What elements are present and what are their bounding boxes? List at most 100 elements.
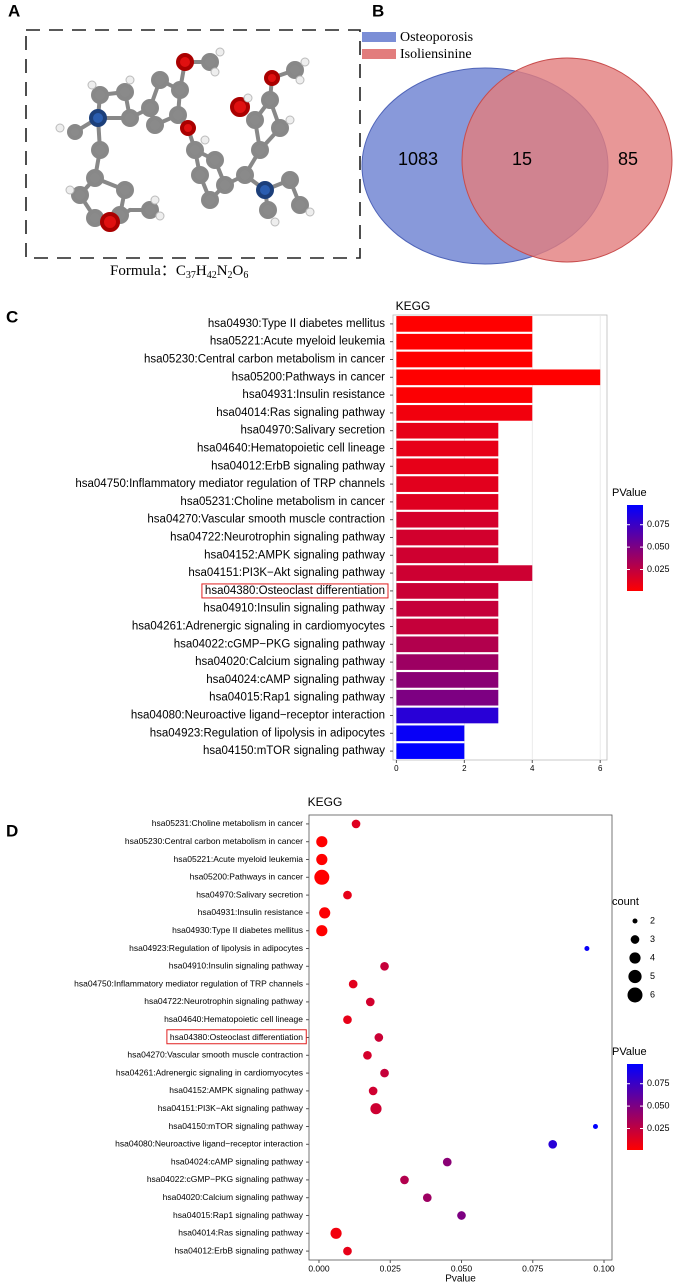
y-tick-label: hsa04151:PI3K−Akt signaling pathway bbox=[188, 567, 385, 579]
colorbar bbox=[627, 505, 643, 591]
panel-label: D bbox=[6, 821, 18, 840]
y-tick-label: hsa04750:Inflammatory mediator regulatio… bbox=[74, 978, 303, 988]
y-tick-label: hsa04080:Neuroactive ligand−receptor int… bbox=[131, 710, 385, 722]
y-tick-label: hsa04151:PI3K−Akt signaling pathway bbox=[158, 1103, 304, 1113]
y-tick-label: hsa05200:Pathways in cancer bbox=[190, 872, 304, 882]
dot bbox=[374, 1033, 384, 1042]
bar bbox=[396, 387, 533, 403]
legend-dot bbox=[628, 969, 642, 984]
legend-label: 2 bbox=[650, 915, 655, 925]
x-tick-label: 6 bbox=[598, 764, 603, 773]
legend-dot bbox=[629, 952, 641, 964]
dot bbox=[319, 907, 331, 919]
legend-title: PValue bbox=[612, 487, 647, 499]
dot bbox=[351, 819, 361, 829]
highlight-box bbox=[166, 1029, 307, 1045]
panel-label: B bbox=[372, 1, 384, 20]
y-tick-label: hsa04014:Ras signaling pathway bbox=[178, 1228, 304, 1238]
plot-panel bbox=[308, 814, 613, 1261]
dot bbox=[380, 1068, 389, 1078]
venn-count: 15 bbox=[512, 149, 532, 169]
chart-title: KEGG bbox=[396, 299, 431, 313]
colorbar bbox=[627, 1064, 643, 1150]
y-tick-label: hsa04380:Osteoclast differentiation bbox=[205, 585, 385, 597]
bar bbox=[396, 636, 499, 653]
dot bbox=[365, 997, 375, 1007]
bar bbox=[396, 422, 499, 439]
legend-title: count bbox=[612, 896, 639, 908]
chart-title: KEGG bbox=[308, 795, 343, 809]
bar bbox=[396, 672, 499, 688]
legend-label: Isoliensinine bbox=[400, 47, 472, 62]
y-tick-label: hsa04152:AMPK signaling pathway bbox=[169, 1085, 303, 1095]
x-tick-label: 0.000 bbox=[308, 1263, 330, 1273]
y-tick-label: hsa04931:Insulin resistance bbox=[198, 907, 304, 917]
dot bbox=[343, 890, 352, 900]
x-tick-label: 0 bbox=[394, 764, 399, 773]
legend-label: 5 bbox=[650, 971, 655, 981]
y-tick-label: hsa04014:Ras signaling pathway bbox=[216, 407, 385, 419]
bar bbox=[396, 547, 499, 564]
colorbar-tick-label: 0.025 bbox=[647, 1123, 670, 1133]
y-tick-label: hsa04930:Type II diabetes mellitus bbox=[208, 318, 385, 330]
x-tick-label: 4 bbox=[530, 764, 535, 773]
venn-set bbox=[461, 57, 673, 263]
element-count: 37 bbox=[186, 270, 196, 281]
y-tick-label: hsa05230:Central carbon metabolism in ca… bbox=[144, 354, 385, 366]
y-tick-label: hsa04150:mTOR signaling pathway bbox=[168, 1121, 303, 1131]
venn-count: 1083 bbox=[398, 149, 438, 169]
y-tick-label: hsa04261:Adrenergic signaling in cardiom… bbox=[132, 621, 385, 633]
y-tick-label: hsa04930:Type II diabetes mellitus bbox=[172, 925, 303, 935]
highlight-box bbox=[201, 583, 389, 599]
y-tick-label: hsa04923:Regulation of lipolysis in adip… bbox=[129, 943, 303, 953]
x-tick-label: 0.100 bbox=[593, 1263, 615, 1273]
y-tick-label: hsa04750:Inflammatory mediator regulatio… bbox=[75, 478, 385, 490]
y-tick-label: hsa04080:Neuroactive ligand−receptor int… bbox=[115, 1139, 303, 1149]
dot bbox=[343, 1246, 352, 1256]
bar bbox=[396, 743, 465, 759]
venn-count: 85 bbox=[618, 149, 638, 169]
colorbar-tick-label: 0.050 bbox=[647, 541, 670, 551]
element-symbol: C bbox=[176, 263, 186, 279]
element-symbol: N bbox=[217, 263, 228, 279]
bar bbox=[396, 405, 533, 421]
formula: Formula：C37H42N2O6 bbox=[110, 263, 248, 281]
bar bbox=[396, 583, 499, 599]
dot bbox=[348, 979, 358, 989]
dot bbox=[442, 1157, 452, 1167]
bar bbox=[396, 333, 533, 350]
bar bbox=[396, 476, 499, 492]
y-tick-label: hsa04931:Insulin resistance bbox=[242, 389, 385, 401]
panel-label: A bbox=[8, 1, 20, 20]
colorbar-tick-label: 0.075 bbox=[647, 1078, 670, 1088]
bar bbox=[396, 529, 499, 546]
bar bbox=[396, 440, 499, 457]
y-tick-label: hsa04923:Regulation of lipolysis in adip… bbox=[150, 727, 386, 739]
legend-title: PValue bbox=[612, 1046, 647, 1058]
dot bbox=[380, 961, 389, 971]
x-tick-label: 0.050 bbox=[451, 1263, 473, 1273]
formula-label: Formula： bbox=[110, 263, 176, 279]
bar bbox=[396, 654, 499, 670]
y-tick-label: hsa05221:Acute myeloid leukemia bbox=[174, 854, 304, 864]
y-tick-label: hsa04722:Neurotrophin signaling pathway bbox=[170, 532, 385, 544]
y-tick-label: hsa04015:Rap1 signaling pathway bbox=[173, 1210, 304, 1220]
y-tick-label: hsa04261:Adrenergic signaling in cardiom… bbox=[116, 1067, 303, 1077]
legend-label: 6 bbox=[650, 989, 655, 999]
legend-label: 4 bbox=[650, 952, 655, 962]
bar bbox=[396, 618, 499, 635]
y-tick-label: hsa04150:mTOR signaling pathway bbox=[203, 745, 385, 757]
y-tick-label: hsa04022:cGMP−PKG signaling pathway bbox=[174, 638, 386, 650]
dot bbox=[343, 1015, 352, 1025]
dot bbox=[370, 1103, 382, 1115]
bar bbox=[396, 369, 601, 386]
y-tick-label: hsa04024:cAMP signaling pathway bbox=[171, 1156, 304, 1166]
y-tick-label: hsa04640:Hematopoietic cell lineage bbox=[197, 443, 385, 455]
x-tick-label: 2 bbox=[462, 764, 467, 773]
y-tick-label: hsa05231:Choline metabolism in cancer bbox=[152, 818, 303, 828]
y-tick-label: hsa04015:Rap1 signaling pathway bbox=[209, 692, 385, 704]
dot bbox=[314, 869, 330, 885]
legend-swatch bbox=[362, 49, 396, 59]
bar bbox=[396, 707, 499, 724]
y-tick-label: hsa04152:AMPK signaling pathway bbox=[204, 549, 385, 561]
